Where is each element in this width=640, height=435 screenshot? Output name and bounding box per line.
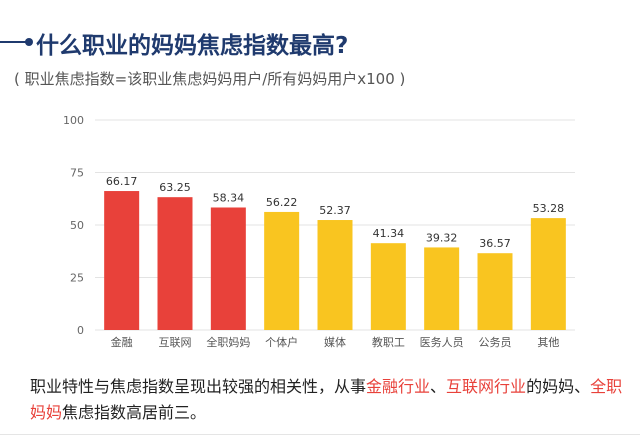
x-tick-label: 金融: [111, 335, 133, 349]
y-tick-label: 50: [70, 219, 84, 232]
y-tick-label: 100: [63, 114, 84, 127]
x-tick-label: 媒体: [324, 335, 346, 349]
data-label: 39.32: [426, 231, 458, 244]
x-tick-label: 个体户: [265, 335, 298, 349]
bar-chart: 0 25 50 75 100 66.17 金融 63.25 互联网 58.34 全职妈妈 56.22 个…: [63, 114, 575, 349]
bar: [477, 253, 513, 330]
caption-separator: 、: [430, 377, 447, 396]
x-tick-label: 公务员: [479, 336, 512, 349]
bar: [530, 218, 566, 330]
caption-part-3: 焦虑指数高居前三。: [62, 403, 207, 422]
caption-highlight-finance: 金融行业: [366, 377, 431, 396]
bar: [210, 207, 246, 330]
title-accent-dot: [25, 38, 33, 46]
caption-part-2: 的妈妈、: [526, 377, 591, 396]
caption-highlight-internet: 互联网行业: [446, 377, 527, 396]
data-label: 52.37: [319, 204, 351, 217]
x-tick-label: 全职妈妈: [206, 335, 250, 349]
caption-part-1: 职业特性与焦虑指数呈现出较强的相关性，从事: [30, 377, 367, 396]
bar: [317, 220, 353, 330]
x-tick-label: 其他: [537, 336, 559, 349]
bar: [104, 191, 140, 330]
y-tick-label: 75: [70, 167, 84, 180]
x-tick-label: 教职工: [372, 336, 405, 349]
x-tick-label: 医务人员: [420, 336, 464, 349]
bar: [157, 197, 193, 330]
bar: [264, 211, 300, 330]
page-title: 什么职业的妈妈焦虑指数最高?: [36, 33, 349, 59]
page-subtitle: ( 职业焦虑指数=该职业焦虑妈妈用户/所有妈妈用户x100 ): [14, 70, 406, 88]
data-label: 53.28: [533, 202, 565, 215]
y-tick-label: 25: [70, 272, 84, 285]
data-label: 66.17: [106, 175, 138, 188]
bar: [370, 243, 406, 330]
data-label: 56.22: [266, 196, 298, 209]
y-tick-label: 0: [77, 324, 84, 337]
caption-text: 职业特性与焦虑指数呈现出较强的相关性，从事金融行业、互联网行业的妈妈、全职妈妈焦…: [30, 374, 630, 426]
title-accent-line: [0, 41, 28, 43]
data-label: 36.57: [479, 237, 511, 250]
bar: [424, 247, 460, 330]
data-label: 41.34: [373, 227, 405, 240]
data-label: 63.25: [159, 181, 191, 194]
data-label: 58.34: [213, 191, 245, 204]
caption-highlight-fulltime-mom: 全职妈妈: [30, 377, 623, 422]
x-tick-label: 互联网: [159, 336, 192, 349]
